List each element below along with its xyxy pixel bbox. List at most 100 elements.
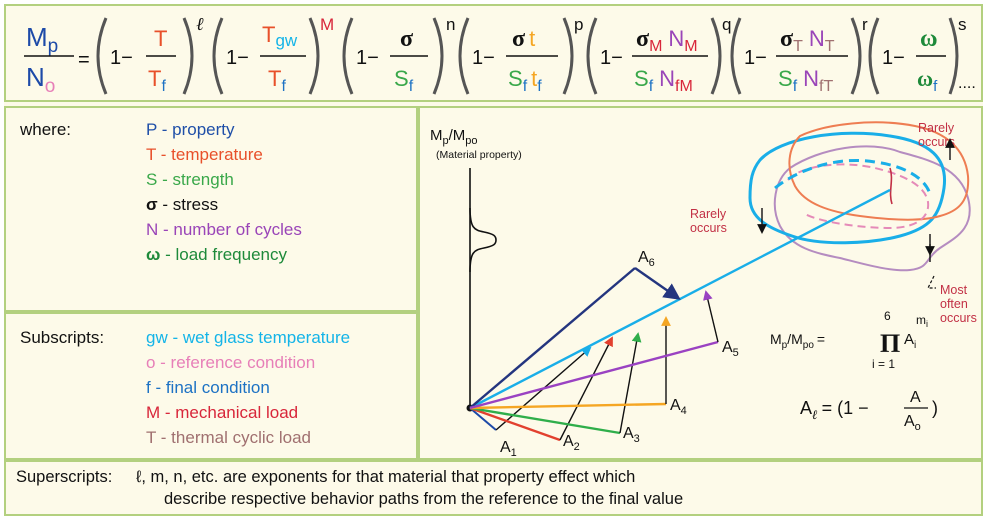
where-item: T - temperature [146, 145, 263, 165]
path-a5-arrow [703, 290, 719, 343]
svg-text:Sf: Sf [394, 66, 414, 95]
svg-text:1−: 1− [882, 47, 905, 69]
term-mechanical-load: 1− σM NM Sf NfM q [586, 15, 731, 95]
svg-text:Tf: Tf [148, 66, 166, 95]
cyan-contour [748, 131, 947, 245]
subscript-item: T - thermal cyclic load [146, 428, 312, 447]
where-item-text: - stress [157, 195, 219, 214]
path-a6-line [469, 267, 636, 409]
ellipsis: .... [958, 75, 976, 92]
svg-text:1−: 1− [472, 47, 495, 69]
path-a2-line [469, 406, 561, 442]
svg-text:Ao: Ao [904, 413, 921, 433]
svg-text:): ) [932, 398, 938, 418]
svg-text:n: n [446, 15, 455, 34]
subscripts-panel: Subscripts: gw - wet glass temperature o … [4, 312, 418, 460]
where-item-text: - strength [157, 170, 234, 189]
superscripts-panel: Superscripts: ℓ, m, n, etc. are exponent… [4, 460, 983, 516]
subscript-item: o - reference condition [146, 353, 316, 372]
svg-text:ωf: ωf [917, 66, 938, 95]
where-item-symbol: σ [146, 195, 158, 214]
subscript-item: f - final condition [146, 378, 270, 397]
property-formula: Mp No = 1− T Tf ℓ 1− Tgw Tf M 1− [24, 14, 976, 97]
al-equation: Aℓ = (1 − A Ao ) [800, 389, 938, 433]
svg-text:q: q [722, 15, 731, 34]
where-item: S - strength [146, 170, 234, 190]
equals-sign: = [78, 49, 90, 71]
svg-text:No: No [26, 62, 55, 97]
path-a4-line [469, 402, 667, 410]
most-often-label-3: occurs [940, 311, 977, 325]
subscript-item: M - mechanical load [146, 403, 299, 422]
svg-text:1−: 1− [356, 47, 379, 69]
path-a2-arrow [559, 336, 613, 441]
resultant-path [469, 188, 891, 410]
svg-text:Mp/Mpo=: Mp/Mpo = [770, 331, 825, 351]
most-often-label-1: Most [940, 283, 968, 297]
page-background [4, 4, 983, 516]
superscripts-line-2: describe respective behavior paths from … [164, 490, 684, 508]
svg-text:i = 1: i = 1 [872, 357, 895, 371]
svg-text:1−: 1− [226, 47, 249, 69]
where-heading: where: [20, 120, 72, 139]
superscripts-line-1: ℓ, m, n, etc. are exponents for that mat… [136, 468, 636, 486]
term-stress: 1− σ Sf n [342, 15, 455, 95]
label-a6: A6 [638, 249, 655, 269]
label-a3: A3 [623, 425, 640, 445]
where-item: N - number of cycles [146, 220, 302, 240]
svg-text:6: 6 [884, 309, 891, 323]
product-equation: Mp/Mpo = Π 6 i = 1 Ai mi [770, 309, 928, 371]
svg-text:ω: ω [920, 26, 938, 52]
where-item-text: - number of cycles [158, 220, 302, 239]
path-a3-line [469, 406, 621, 435]
most-often-leader [927, 275, 936, 289]
svg-text:T: T [154, 26, 167, 51]
term-thermal-load: 1− σT NT Sf NfT r [730, 15, 868, 95]
svg-text:Mp: Mp [26, 22, 58, 57]
svg-text:Ai: Ai [904, 331, 916, 351]
term-wet-glass: 1− Tgw Tf M [212, 15, 334, 95]
svg-text:1−: 1− [600, 47, 623, 69]
subscripts-heading: Subscripts: [20, 328, 105, 347]
svg-text:σ: σ [400, 26, 413, 52]
where-item: P - property [146, 120, 235, 140]
svg-text:Π: Π [880, 329, 900, 358]
lhs-fraction: Mp No [24, 22, 74, 97]
where-item: σ - stress [146, 195, 218, 215]
where-item: ω - load frequency [146, 245, 287, 265]
svg-text:Tgw: Tgw [262, 22, 298, 50]
superscripts-heading: Superscripts: [16, 468, 113, 486]
subscript-item: gw - wet glass temperature [146, 328, 351, 347]
svg-text:s: s [958, 15, 967, 34]
path-a1-line [469, 407, 497, 431]
svg-text:M: M [320, 15, 334, 34]
behavior-path-diagram: Mp/Mpo (Material property) Rarely occurs… [430, 121, 977, 459]
svg-text:mi: mi [916, 313, 928, 329]
svg-text:A: A [910, 389, 921, 406]
most-often-label-2: often [940, 297, 968, 311]
svg-text:ℓ: ℓ [196, 14, 204, 34]
axis-label: Mp/Mpo [430, 127, 478, 147]
term-frequency: 1− ω ωf s [868, 15, 967, 95]
rarely-top-label-1: Rarely [918, 121, 955, 135]
path-a3-arrow [619, 332, 642, 434]
path-a5-line [469, 340, 719, 410]
label-a1: A1 [500, 439, 517, 458]
where-item-symbol: S [146, 170, 158, 189]
svg-text:Tf: Tf [268, 66, 286, 95]
where-item-symbol: P [146, 120, 158, 139]
where-item-symbol: N [146, 220, 159, 239]
svg-text:1−: 1− [744, 47, 767, 69]
where-item-text: - property [157, 120, 235, 139]
svg-text:r: r [862, 15, 868, 34]
where-item-symbol: ω [146, 245, 161, 264]
svg-text:σt: σt [512, 26, 535, 52]
where-item-text: - load frequency [160, 245, 288, 264]
where-item-symbol: T [146, 145, 157, 164]
svg-text:Aℓ= (1 −: Aℓ = (1 − [800, 398, 869, 422]
red-squiggle [889, 167, 893, 205]
